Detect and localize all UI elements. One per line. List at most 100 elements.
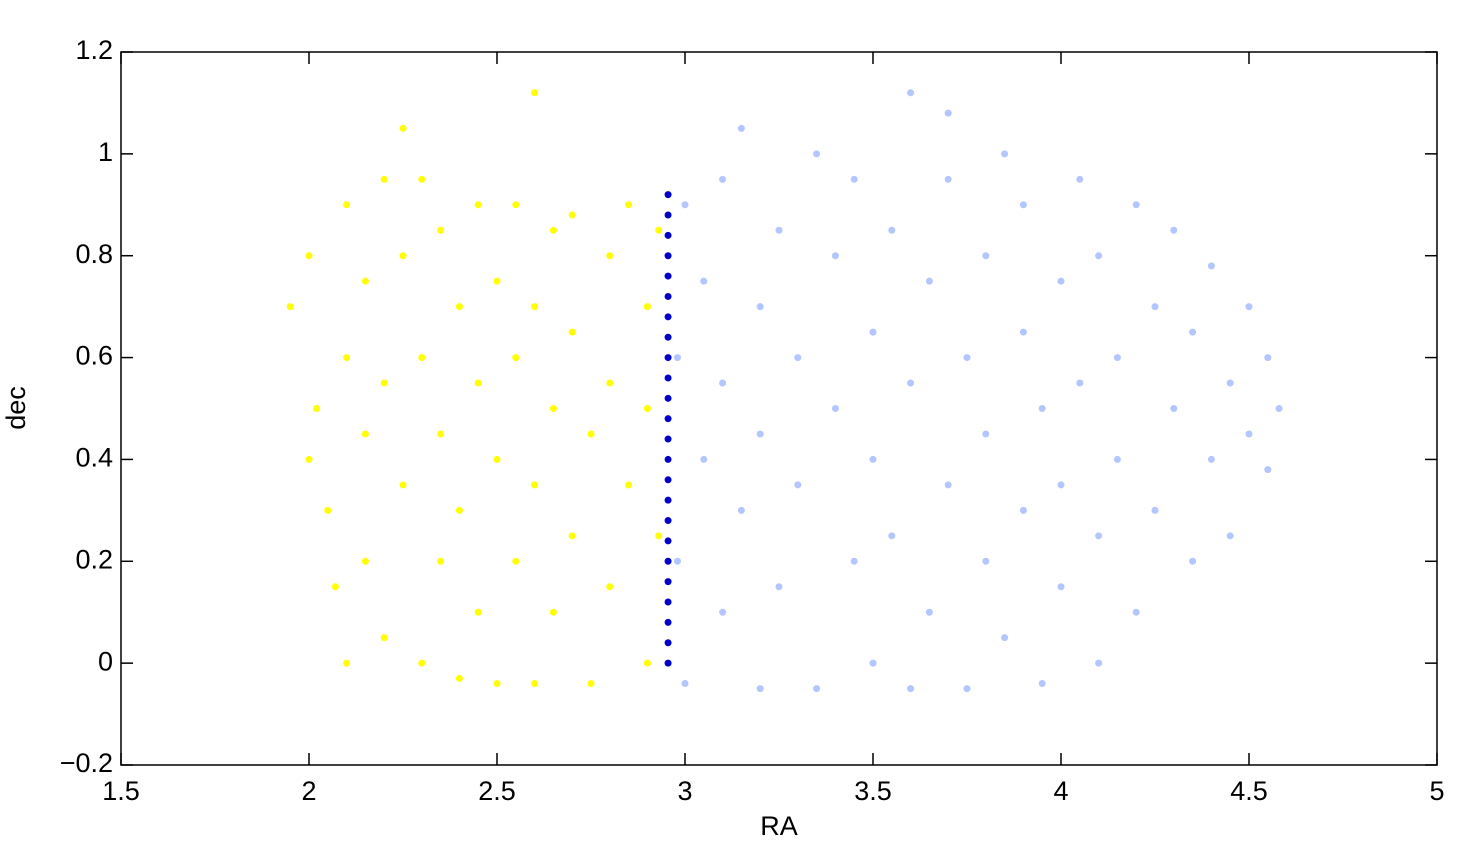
- scatter-point: [1264, 354, 1272, 362]
- scatter-point: [664, 394, 672, 402]
- scatter-point: [493, 455, 501, 463]
- y-tick-label: 0.2: [75, 544, 113, 574]
- scatter-point: [1113, 354, 1121, 362]
- scatter-point: [305, 252, 313, 260]
- y-tick-label: 0.6: [75, 341, 113, 371]
- scatter-point: [418, 659, 426, 667]
- scatter-point: [655, 226, 663, 234]
- scatter-point: [587, 430, 595, 438]
- scatter-point: [549, 226, 557, 234]
- scatter-point: [1132, 201, 1140, 209]
- scatter-point: [944, 175, 952, 183]
- scatter-point: [925, 277, 933, 285]
- scatter-point: [1095, 659, 1103, 667]
- scatter-point: [756, 303, 764, 311]
- scatter-point: [1170, 226, 1178, 234]
- scatter-point: [869, 328, 877, 336]
- plot-frame: [120, 51, 1438, 766]
- scatter-point: [756, 685, 764, 693]
- scatter-point: [664, 272, 672, 280]
- x-tick-label: 1.5: [102, 776, 140, 806]
- scatter-point: [493, 680, 501, 688]
- scatter-point: [380, 379, 388, 387]
- scatter-point: [1151, 303, 1159, 311]
- scatter-point: [888, 532, 896, 540]
- x-tick-label: 4: [1053, 776, 1068, 806]
- scatter-point: [1095, 532, 1103, 540]
- scatter-point: [643, 659, 651, 667]
- x-tick-label: 2.5: [478, 776, 516, 806]
- y-tick-label: 0.8: [75, 239, 113, 269]
- scatter-point: [664, 618, 672, 626]
- scatter-point: [380, 634, 388, 642]
- scatter-point: [549, 608, 557, 616]
- scatter-point: [512, 201, 520, 209]
- scatter-point: [1001, 634, 1009, 642]
- scatter-point: [673, 557, 681, 565]
- scatter-point: [963, 685, 971, 693]
- scatter-point: [831, 252, 839, 260]
- scatter-point: [664, 252, 672, 260]
- x-tick-label: 3.5: [854, 776, 892, 806]
- scatter-point: [343, 201, 351, 209]
- x-tick-label: 3: [677, 776, 692, 806]
- scatter-point: [907, 379, 915, 387]
- scatter-point: [850, 175, 858, 183]
- scatter-point: [1151, 506, 1159, 514]
- scatter-point: [756, 430, 764, 438]
- scatter-point: [1132, 608, 1140, 616]
- y-tick-label: 1: [98, 137, 113, 167]
- scatter-point: [1189, 557, 1197, 565]
- scatter-point: [625, 201, 633, 209]
- scatter-point: [737, 506, 745, 514]
- scatter-point: [1113, 455, 1121, 463]
- scatter-point: [361, 557, 369, 565]
- scatter-point: [1207, 262, 1215, 270]
- scatter-point: [1019, 506, 1027, 514]
- scatter-point: [380, 175, 388, 183]
- scatter-point: [343, 354, 351, 362]
- scatter-point: [907, 685, 915, 693]
- scatter-point: [437, 430, 445, 438]
- scatter-point: [512, 354, 520, 362]
- scatter-point: [888, 226, 896, 234]
- scatter-point: [418, 175, 426, 183]
- scatter-point: [1001, 150, 1009, 158]
- scatter-point: [907, 89, 915, 97]
- scatter-point: [531, 303, 539, 311]
- scatter-point: [1076, 379, 1084, 387]
- y-tick-label: 0.4: [75, 443, 113, 473]
- scatter-point: [664, 455, 672, 463]
- scatter-point: [664, 231, 672, 239]
- scatter-point: [399, 481, 407, 489]
- scatter-point: [664, 211, 672, 219]
- scatter-point: [813, 685, 821, 693]
- scatter-point: [286, 303, 294, 311]
- scatter-point: [664, 435, 672, 443]
- scatter-point: [664, 292, 672, 300]
- scatter-point: [587, 680, 595, 688]
- scatter-point: [700, 455, 708, 463]
- scatter-point: [794, 481, 802, 489]
- scatter-point: [719, 379, 727, 387]
- scatter-point: [664, 476, 672, 484]
- scatter-point: [313, 405, 321, 412]
- scatter-point: [343, 659, 351, 667]
- y-tick-label: 1.2: [75, 35, 113, 65]
- scatter-point: [982, 557, 990, 565]
- scatter-point: [775, 583, 783, 591]
- scatter-point: [673, 354, 681, 362]
- scatter-point: [1095, 252, 1103, 260]
- y-tick-label: −0.2: [60, 748, 113, 778]
- scatter-point: [549, 405, 557, 412]
- scatter-point: [1019, 201, 1027, 209]
- scatter-point: [606, 583, 614, 591]
- scatter-point: [305, 455, 313, 463]
- scatter-point: [925, 608, 933, 616]
- scatter-point: [531, 89, 539, 97]
- scatter-point: [324, 506, 332, 514]
- scatter-point: [982, 252, 990, 260]
- x-tick-label: 2: [301, 776, 316, 806]
- scatter-point: [944, 481, 952, 489]
- y-axis-label: dec: [1, 386, 31, 430]
